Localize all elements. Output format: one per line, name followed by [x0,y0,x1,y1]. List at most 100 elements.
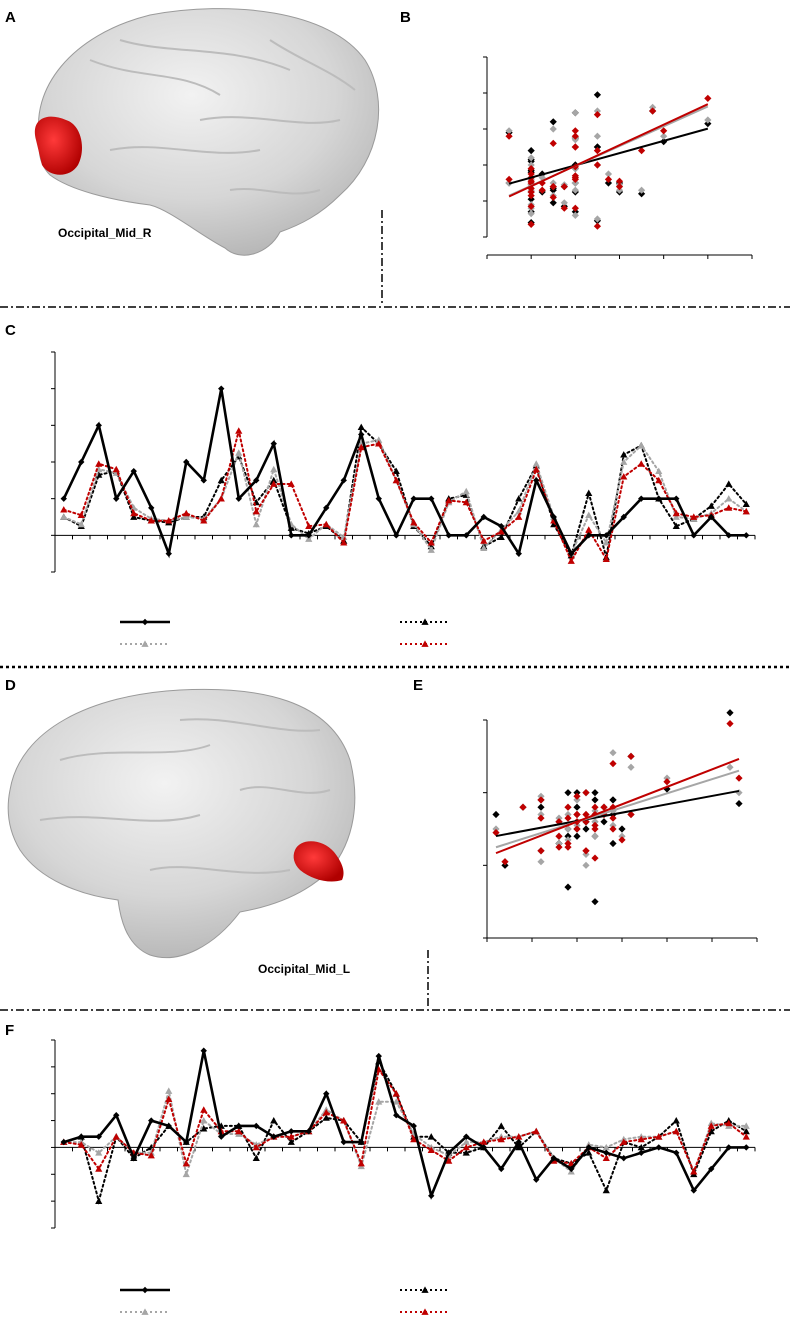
scatter-point-max [527,177,535,185]
data-point-mean [462,487,470,495]
scatter-point-min [564,832,572,840]
data-point-max [585,526,593,533]
data-point-max [480,537,488,544]
data-point-actual [690,532,697,539]
scatter-point-max [609,825,617,833]
data-point-actual [410,1122,417,1130]
scatter-point-max [573,825,581,833]
scatter-point-mean [564,825,572,833]
data-point-actual [568,550,575,557]
data-point-actual [533,477,540,484]
data-point-actual [148,1117,155,1124]
data-point-max [340,1116,348,1124]
scatter-point-mean [704,116,712,124]
legend-marker-actual [141,1286,149,1294]
data-point-max [672,509,680,517]
data-point-actual [655,1144,662,1151]
data-point-mean [182,1170,190,1178]
data-point-actual [673,495,680,502]
scatter-point-max [555,843,563,851]
data-point-min [130,513,138,520]
scatter-point-max [582,810,590,819]
scatter-point-max [649,107,657,115]
data-point-max [235,1127,243,1135]
data-point-actual [708,1165,715,1173]
brain-label-a: Occipital_Mid_R [58,226,152,240]
scatter-point-min [726,709,734,717]
data-point-mean [655,467,663,475]
data-point-max [392,1090,400,1097]
data-point-actual [375,1052,382,1060]
scatter-point-max [571,175,579,183]
data-point-max [322,1108,330,1116]
data-point-max [77,1141,85,1148]
data-point-mean [585,511,593,519]
scatter-point-mean [582,861,590,869]
scatter-point-mean [560,199,568,207]
scatter-point-mean [555,814,563,822]
scatter-point-max [537,796,545,804]
data-point-max [235,427,243,434]
scatter-point-max [637,147,646,155]
data-point-max [725,504,733,511]
data-point-actual [183,458,190,466]
data-point-max [690,1168,698,1175]
scatter-point-max [549,139,557,147]
legend-marker-min [421,1286,429,1293]
data-point-max [60,506,68,513]
scatter-point-max [505,175,513,183]
data-point-max [742,507,750,515]
data-point-actual [95,422,102,429]
data-point-actual [743,1144,750,1151]
data-point-actual [130,467,137,475]
scatter-point-mean [571,186,579,194]
data-point-max [182,1159,190,1167]
panel-letter-d: D [5,677,16,694]
data-point-actual [515,550,522,557]
data-point-max [725,1119,733,1127]
data-point-max [620,473,628,480]
series-line-max [62,430,748,564]
region-marker-d [293,841,344,882]
data-point-actual [603,532,610,539]
data-point-min [217,476,225,484]
data-point-actual [410,495,417,502]
data-point-actual [113,1112,120,1119]
data-point-max [690,513,698,520]
scatter-point-min [573,803,581,811]
data-point-max [620,1138,628,1145]
data-point-actual [305,1128,312,1135]
data-point-max [217,495,225,502]
panel-letter-e: E [413,677,423,694]
data-point-mean [515,507,523,515]
data-point-actual [78,1133,85,1140]
data-point-actual [270,440,277,447]
data-point-actual [638,1149,645,1156]
data-point-max [130,509,138,517]
scatter-point-mean [527,210,535,218]
scatter-point-max [615,177,624,185]
scatter-point-mean [735,789,743,797]
data-point-actual [130,1154,137,1162]
scatter-point-min [501,861,509,869]
legend-marker-max [421,1308,429,1315]
data-point-max [515,513,523,520]
data-point-actual [305,532,312,539]
data-point-max [182,509,190,517]
data-point-max [602,1154,610,1162]
data-point-mean [270,465,278,473]
data-point-max [655,1133,663,1140]
data-point-mean [480,544,488,552]
data-point-actual [165,550,172,557]
scatter-point-min [527,147,535,155]
scatter-point-min [618,825,626,833]
scatter-point-mean [726,763,734,771]
scatter-point-max [571,132,579,140]
series-line-max [62,1067,748,1175]
data-point-max [480,1138,488,1145]
data-point-max [637,1135,645,1143]
data-point-actual [200,477,207,484]
data-point-actual [725,1144,732,1151]
data-point-max [707,1122,715,1129]
data-point-actual [550,1154,557,1162]
